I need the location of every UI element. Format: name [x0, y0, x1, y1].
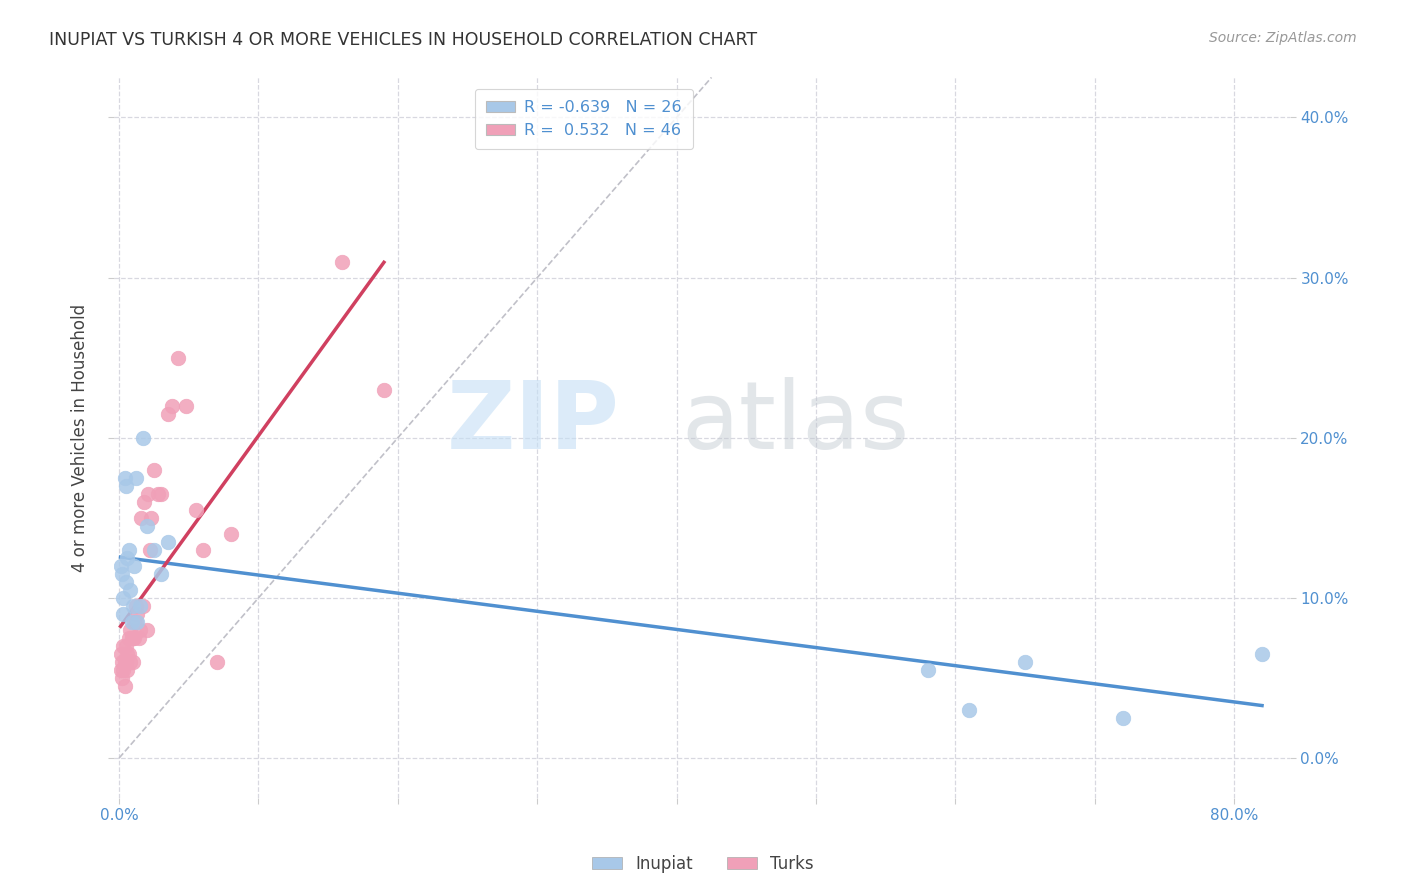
- Point: [111, 566, 134, 581]
- Point: [141, 511, 163, 525]
- Point: [143, 542, 166, 557]
- Point: [124, 615, 146, 629]
- Point: [125, 615, 148, 629]
- Point: [124, 631, 146, 645]
- Point: [114, 679, 136, 693]
- Point: [114, 471, 136, 485]
- Point: [205, 655, 228, 669]
- Point: [132, 599, 155, 613]
- Point: [121, 631, 143, 645]
- Point: [174, 399, 197, 413]
- Point: [122, 655, 145, 669]
- Text: atlas: atlas: [682, 377, 910, 469]
- Point: [136, 623, 159, 637]
- Point: [118, 542, 141, 557]
- Point: [129, 599, 152, 613]
- Point: [125, 471, 148, 485]
- Point: [110, 558, 132, 573]
- Point: [131, 511, 153, 525]
- Point: [1111, 711, 1133, 725]
- Point: [127, 607, 149, 621]
- Point: [149, 487, 172, 501]
- Point: [149, 566, 172, 581]
- Point: [110, 647, 132, 661]
- Y-axis label: 4 or more Vehicles in Household: 4 or more Vehicles in Household: [72, 303, 89, 572]
- Text: INUPIAT VS TURKISH 4 OR MORE VEHICLES IN HOUSEHOLD CORRELATION CHART: INUPIAT VS TURKISH 4 OR MORE VEHICLES IN…: [49, 31, 758, 49]
- Point: [115, 574, 138, 589]
- Point: [156, 534, 179, 549]
- Point: [121, 615, 143, 629]
- Point: [122, 631, 145, 645]
- Point: [1251, 647, 1274, 661]
- Point: [114, 655, 136, 669]
- Point: [124, 558, 146, 573]
- Point: [957, 703, 980, 717]
- Point: [219, 526, 242, 541]
- Point: [917, 663, 939, 677]
- Point: [373, 383, 395, 397]
- Point: [118, 631, 141, 645]
- Point: [120, 582, 142, 597]
- Point: [143, 463, 166, 477]
- Point: [120, 655, 142, 669]
- Point: [134, 495, 156, 509]
- Point: [160, 399, 183, 413]
- Point: [115, 655, 138, 669]
- Point: [111, 671, 134, 685]
- Point: [112, 663, 135, 677]
- Point: [166, 351, 188, 365]
- Text: ZIP: ZIP: [447, 377, 620, 469]
- Point: [132, 431, 155, 445]
- Point: [112, 591, 135, 605]
- Point: [115, 639, 138, 653]
- Legend: R = -0.639   N = 26, R =  0.532   N = 46: R = -0.639 N = 26, R = 0.532 N = 46: [475, 89, 693, 149]
- Legend: Inupiat, Turks: Inupiat, Turks: [586, 848, 820, 880]
- Point: [117, 647, 139, 661]
- Point: [118, 647, 141, 661]
- Point: [330, 254, 353, 268]
- Point: [136, 518, 159, 533]
- Point: [120, 623, 142, 637]
- Point: [139, 542, 162, 557]
- Point: [111, 655, 134, 669]
- Point: [156, 407, 179, 421]
- Point: [110, 663, 132, 677]
- Point: [115, 479, 138, 493]
- Point: [1014, 655, 1036, 669]
- Point: [117, 550, 139, 565]
- Point: [122, 599, 145, 613]
- Text: Source: ZipAtlas.com: Source: ZipAtlas.com: [1209, 31, 1357, 45]
- Point: [191, 542, 214, 557]
- Point: [146, 487, 169, 501]
- Point: [112, 607, 135, 621]
- Point: [184, 503, 207, 517]
- Point: [125, 599, 148, 613]
- Point: [129, 623, 152, 637]
- Point: [127, 615, 149, 629]
- Point: [112, 639, 135, 653]
- Point: [128, 631, 150, 645]
- Point: [138, 487, 160, 501]
- Point: [117, 663, 139, 677]
